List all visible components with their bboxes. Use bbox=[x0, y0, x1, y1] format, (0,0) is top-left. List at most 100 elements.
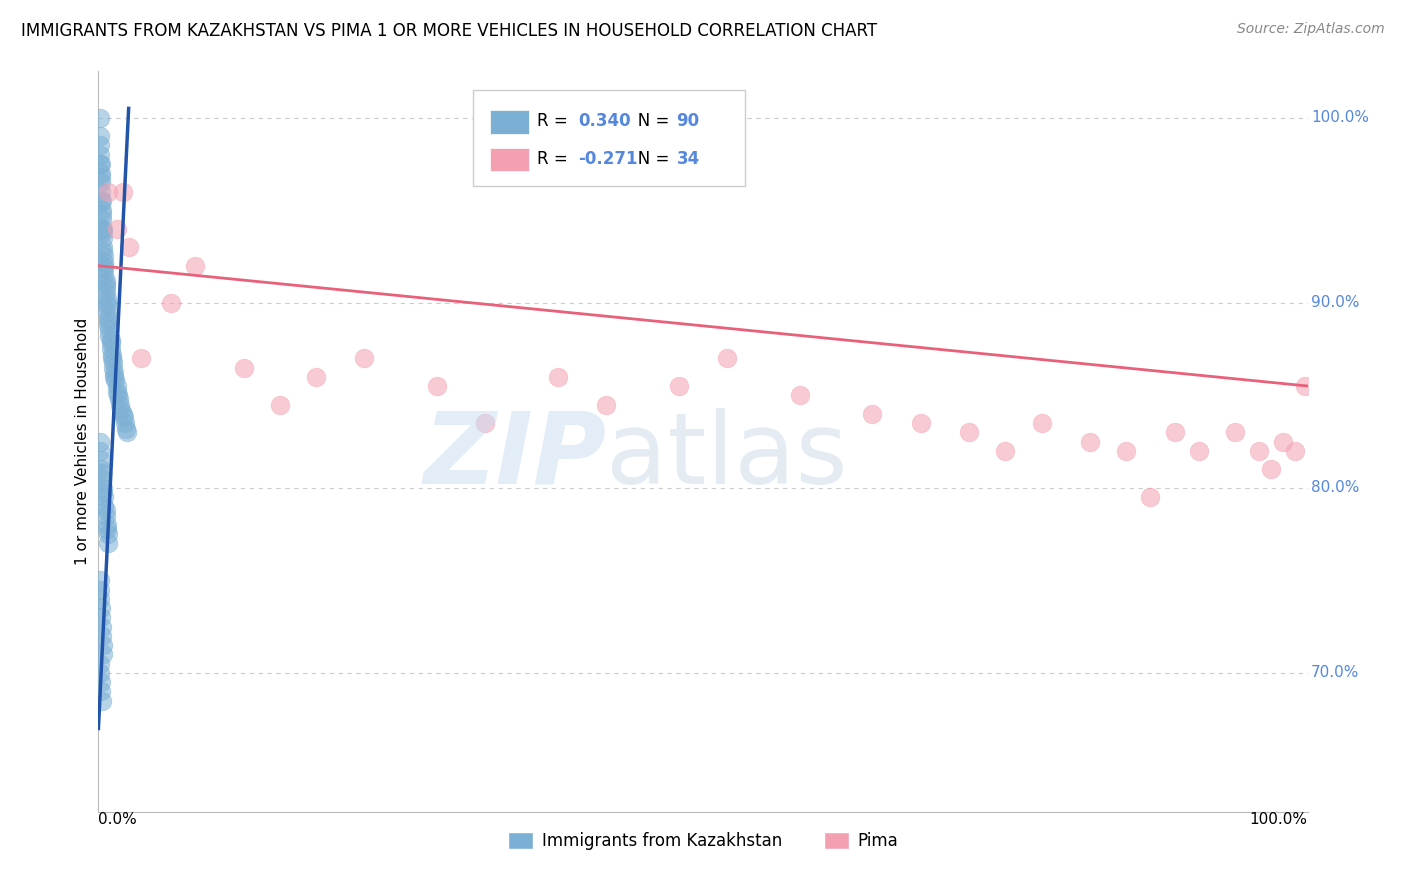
Point bbox=[91, 240, 114, 254]
Point bbox=[93, 249, 115, 263]
Point bbox=[90, 166, 112, 180]
Point bbox=[91, 221, 114, 235]
Point bbox=[1223, 425, 1246, 440]
Point bbox=[994, 443, 1017, 458]
Point bbox=[93, 490, 115, 504]
Point bbox=[94, 503, 117, 517]
Point bbox=[1260, 462, 1282, 476]
Point bbox=[89, 434, 111, 449]
Point bbox=[305, 369, 328, 384]
Text: 80.0%: 80.0% bbox=[1312, 480, 1360, 495]
Point bbox=[91, 620, 114, 634]
Point bbox=[107, 388, 129, 402]
Point bbox=[89, 665, 111, 680]
Point bbox=[789, 388, 811, 402]
Point bbox=[97, 536, 120, 550]
Point bbox=[94, 508, 117, 523]
Point bbox=[90, 462, 112, 476]
Point bbox=[91, 212, 114, 227]
Point bbox=[100, 347, 122, 361]
Point bbox=[97, 314, 120, 328]
Point bbox=[118, 240, 141, 254]
Point bbox=[97, 310, 120, 325]
Text: 90: 90 bbox=[676, 112, 700, 130]
Point bbox=[89, 111, 111, 125]
Point bbox=[91, 203, 114, 218]
Point bbox=[90, 675, 112, 690]
Point bbox=[96, 292, 118, 306]
Point bbox=[89, 574, 111, 588]
Point bbox=[1115, 443, 1137, 458]
Point bbox=[96, 305, 118, 319]
Point bbox=[91, 481, 114, 495]
Point bbox=[96, 517, 118, 532]
Point bbox=[1294, 379, 1316, 393]
Point bbox=[94, 277, 117, 292]
Point bbox=[89, 657, 111, 671]
Point bbox=[91, 484, 114, 499]
Point bbox=[103, 366, 125, 380]
Legend: Immigrants from Kazakhstan, Pima: Immigrants from Kazakhstan, Pima bbox=[502, 825, 904, 856]
Point bbox=[90, 169, 112, 184]
Point bbox=[105, 221, 128, 235]
Point bbox=[108, 397, 131, 411]
Text: 90.0%: 90.0% bbox=[1312, 295, 1360, 310]
Point bbox=[105, 384, 128, 399]
Text: Source: ZipAtlas.com: Source: ZipAtlas.com bbox=[1237, 22, 1385, 37]
Point bbox=[91, 629, 114, 643]
Text: N =: N = bbox=[621, 150, 675, 168]
Point bbox=[1249, 443, 1271, 458]
Point bbox=[105, 379, 128, 393]
Point bbox=[89, 582, 111, 597]
FancyBboxPatch shape bbox=[491, 147, 529, 171]
Point bbox=[97, 185, 120, 199]
Point bbox=[96, 300, 118, 314]
Point bbox=[1031, 416, 1053, 430]
Point bbox=[96, 522, 118, 536]
Text: -0.271: -0.271 bbox=[578, 150, 638, 168]
Point bbox=[90, 157, 112, 171]
Point bbox=[93, 259, 115, 273]
Point bbox=[96, 295, 118, 310]
Text: 0.340: 0.340 bbox=[578, 112, 631, 130]
Point bbox=[89, 443, 111, 458]
Point bbox=[90, 175, 112, 190]
Text: ZIP: ZIP bbox=[423, 408, 606, 505]
Point bbox=[93, 262, 115, 277]
Point bbox=[101, 360, 124, 375]
Point bbox=[104, 374, 127, 388]
Point bbox=[160, 295, 183, 310]
Point bbox=[93, 268, 115, 282]
Point bbox=[89, 591, 111, 606]
Point bbox=[91, 694, 114, 708]
Point bbox=[91, 466, 114, 480]
FancyBboxPatch shape bbox=[491, 110, 529, 134]
Point bbox=[957, 425, 980, 440]
Point bbox=[129, 351, 152, 366]
Point bbox=[117, 425, 139, 440]
Point bbox=[93, 500, 115, 514]
Text: 70.0%: 70.0% bbox=[1312, 665, 1360, 681]
Point bbox=[101, 355, 124, 369]
Text: 100.0%: 100.0% bbox=[1312, 110, 1369, 125]
Point bbox=[111, 185, 134, 199]
Y-axis label: 1 or more Vehicles in Household: 1 or more Vehicles in Household bbox=[75, 318, 90, 566]
Point bbox=[100, 351, 122, 366]
Text: R =: R = bbox=[537, 112, 574, 130]
Point bbox=[97, 318, 120, 332]
Point bbox=[91, 471, 114, 485]
Point bbox=[90, 194, 112, 208]
Point bbox=[90, 601, 112, 615]
Point bbox=[111, 407, 134, 421]
Text: 100.0%: 100.0% bbox=[1250, 812, 1308, 827]
Point bbox=[668, 379, 690, 393]
Point bbox=[595, 397, 617, 411]
Point bbox=[91, 221, 114, 235]
Point bbox=[91, 648, 114, 662]
Point bbox=[100, 342, 122, 356]
Point bbox=[1163, 425, 1185, 440]
Point bbox=[89, 138, 111, 153]
Point bbox=[91, 207, 114, 221]
Point bbox=[716, 351, 738, 366]
Point bbox=[184, 259, 207, 273]
